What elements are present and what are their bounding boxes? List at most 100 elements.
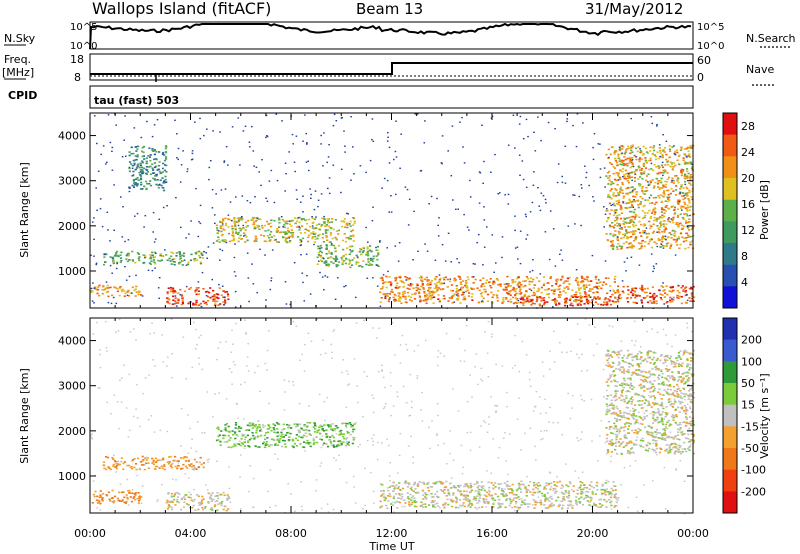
heatmap-cell bbox=[619, 443, 622, 446]
heatmap-cell bbox=[301, 436, 304, 439]
heatmap-cell bbox=[216, 229, 219, 231]
heatmap-cell bbox=[608, 170, 611, 173]
heatmap-cell bbox=[345, 437, 348, 439]
heatmap-cell bbox=[509, 294, 512, 297]
heatmap-cell bbox=[619, 227, 622, 230]
heatmap-cell bbox=[516, 284, 519, 286]
heatmap-cell bbox=[576, 303, 579, 305]
heatmap-cell bbox=[207, 501, 210, 503]
noise-cell bbox=[371, 118, 374, 120]
heatmap-cell bbox=[643, 291, 646, 294]
heatmap-cell bbox=[668, 424, 671, 427]
heatmap-cell bbox=[398, 497, 401, 499]
heatmap-cell bbox=[289, 240, 292, 242]
heatmap-cell bbox=[611, 293, 614, 296]
heatmap-cell bbox=[619, 204, 622, 207]
heatmap-cell bbox=[351, 442, 354, 445]
heatmap-cell bbox=[659, 297, 662, 299]
heatmap-cell bbox=[665, 223, 668, 225]
heatmap-cell bbox=[151, 251, 154, 254]
heatmap-cell bbox=[226, 497, 229, 500]
heatmap-cell bbox=[287, 236, 290, 238]
noise-cell bbox=[115, 302, 118, 305]
noise-cell bbox=[527, 135, 529, 138]
heatmap-cell bbox=[252, 424, 255, 427]
heatmap-cell bbox=[427, 490, 430, 492]
noise-cell bbox=[462, 146, 464, 148]
heatmap-cell bbox=[543, 302, 546, 304]
heatmap-cell bbox=[347, 431, 350, 434]
noise-cell bbox=[366, 277, 369, 279]
heatmap-cell bbox=[668, 446, 671, 448]
noise-cell bbox=[387, 132, 389, 134]
heatmap-cell bbox=[228, 240, 231, 243]
heatmap-cell bbox=[380, 505, 383, 508]
heatmap-cell bbox=[279, 437, 282, 440]
noise-cell bbox=[177, 158, 179, 161]
heatmap-cell bbox=[522, 484, 525, 486]
nsky-tick-top: 10^5 bbox=[70, 22, 97, 33]
heatmap-cell bbox=[618, 233, 621, 235]
heatmap-cell bbox=[509, 502, 512, 505]
noise-cell bbox=[507, 193, 510, 196]
heatmap-cell bbox=[464, 283, 467, 285]
heatmap-cell bbox=[424, 506, 427, 508]
heatmap-cell bbox=[309, 225, 312, 228]
heatmap-cell bbox=[469, 491, 472, 494]
heatmap-cell bbox=[148, 262, 151, 264]
heatmap-cell bbox=[330, 227, 333, 229]
heatmap-cell bbox=[316, 429, 319, 432]
noise-cell bbox=[321, 276, 324, 278]
heatmap-cell bbox=[640, 247, 643, 249]
heatmap-cell bbox=[684, 382, 687, 385]
heatmap-cell bbox=[265, 441, 268, 443]
noise-cell bbox=[183, 259, 186, 261]
heatmap-cell bbox=[402, 295, 405, 298]
heatmap-cell bbox=[685, 375, 688, 378]
heatmap-cell bbox=[641, 178, 644, 180]
heatmap-cell bbox=[687, 227, 690, 229]
heatmap-cell bbox=[172, 295, 175, 298]
heatmap-cell bbox=[651, 232, 655, 234]
heatmap-cell bbox=[658, 188, 661, 190]
heatmap-cell bbox=[329, 234, 332, 236]
noise-cell bbox=[369, 159, 372, 162]
heatmap-cell bbox=[222, 491, 225, 494]
heatmap-cell bbox=[172, 289, 175, 292]
noise-cell bbox=[519, 115, 522, 118]
heatmap-cell bbox=[142, 171, 145, 173]
heatmap-cell bbox=[147, 155, 150, 157]
heatmap-cell bbox=[120, 500, 123, 503]
heatmap-cell bbox=[654, 451, 658, 454]
heatmap-cell bbox=[436, 502, 439, 505]
noise-cell bbox=[334, 298, 337, 300]
heatmap-cell bbox=[542, 299, 546, 302]
heatmap-cell bbox=[163, 463, 166, 466]
heatmap-cell bbox=[161, 467, 164, 469]
noise-cell bbox=[478, 171, 481, 173]
heatmap-cell bbox=[307, 240, 310, 243]
noise-cell bbox=[519, 262, 522, 265]
heatmap-cell bbox=[179, 253, 182, 256]
heatmap-cell bbox=[317, 252, 320, 254]
noise-cell bbox=[162, 167, 164, 170]
noise-cell bbox=[95, 263, 98, 266]
heatmap-cell bbox=[217, 238, 220, 241]
heatmap-cell bbox=[622, 223, 625, 225]
noise-cell bbox=[109, 264, 112, 267]
heatmap-cell bbox=[328, 226, 331, 229]
heatmap-cell bbox=[239, 217, 242, 220]
heatmap-cell bbox=[196, 251, 199, 253]
noise-cell bbox=[639, 148, 641, 150]
noise-cell bbox=[201, 271, 204, 274]
heatmap-cell bbox=[532, 278, 535, 281]
heatmap-cell bbox=[517, 285, 520, 288]
heatmap-cell bbox=[227, 226, 230, 228]
heatmap-cell bbox=[585, 294, 588, 296]
noise-cell bbox=[327, 156, 330, 158]
heatmap-cell bbox=[116, 290, 119, 293]
heatmap-cell bbox=[179, 257, 182, 259]
heatmap-cell bbox=[637, 206, 640, 209]
heatmap-cell bbox=[377, 252, 380, 254]
heatmap-cell bbox=[111, 489, 114, 492]
